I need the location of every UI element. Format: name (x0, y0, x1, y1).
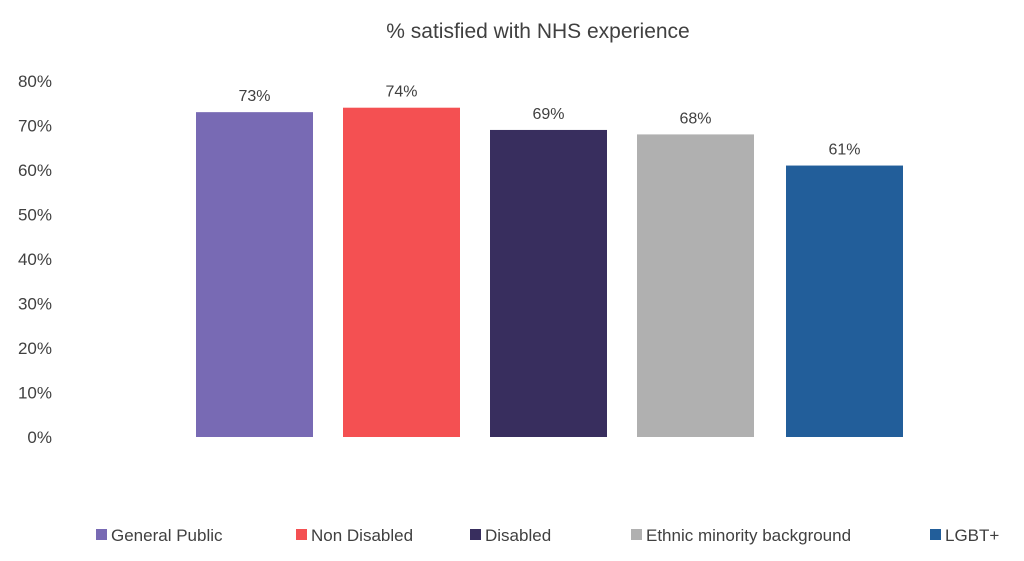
legend-label: Non Disabled (311, 526, 413, 545)
legend-swatch (631, 529, 642, 540)
legend-swatch (96, 529, 107, 540)
data-label: 74% (385, 84, 417, 101)
bar-disabled (490, 129, 607, 437)
bar-non-disabled (343, 107, 460, 437)
data-labels: 73% 74% 69% 68% 61% (238, 84, 860, 159)
legend-swatch (296, 529, 307, 540)
legend-label: General Public (111, 526, 223, 545)
legend-swatch (930, 529, 941, 540)
y-tick-label: 50% (18, 206, 52, 225)
y-tick-label: 0% (27, 428, 52, 447)
y-tick-label: 20% (18, 339, 52, 358)
legend-swatch (470, 529, 481, 540)
data-label: 61% (828, 142, 860, 159)
y-tick-label: 80% (18, 72, 52, 91)
legend-label: LGBT+ (945, 526, 999, 545)
data-label: 73% (238, 88, 270, 105)
y-tick-label: 40% (18, 250, 52, 269)
bars (196, 107, 903, 438)
legend-label: Disabled (485, 526, 551, 545)
y-tick-label: 60% (18, 161, 52, 180)
y-tick-label: 70% (18, 117, 52, 136)
data-label: 68% (679, 110, 711, 127)
bar-general-public (196, 112, 313, 438)
chart-title: % satisfied with NHS experience (386, 20, 689, 43)
legend: General Public Non Disabled Disabled Ethnic… (96, 526, 999, 545)
y-tick-label: 10% (18, 384, 52, 403)
bar-lgbt- (786, 165, 903, 438)
bar-ethnic-minority-background (637, 134, 754, 437)
y-axis: 0% 10% 20% 30% 40% 50% 60% 70% 80% (18, 72, 52, 447)
data-label: 69% (532, 106, 564, 123)
y-tick-label: 30% (18, 295, 52, 314)
legend-label: Ethnic minority background (646, 526, 851, 545)
